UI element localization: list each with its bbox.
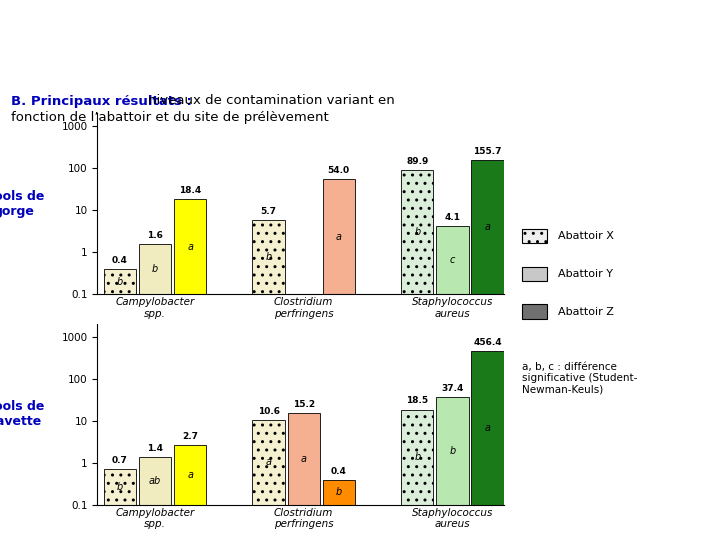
Text: fonction de l’abattoir et du site de prélèvement: fonction de l’abattoir et du site de pré… (11, 111, 328, 124)
Bar (436, 226, 469, 540)
Text: 1.6: 1.6 (147, 231, 163, 240)
Text: a: a (485, 222, 490, 232)
Text: 15.2: 15.2 (292, 400, 315, 409)
Text: b: b (152, 264, 158, 274)
Text: a, b, c : différence
significative (Student-
Newman-Keuls): a, b, c : différence significative (Stud… (522, 362, 637, 395)
Text: a: a (301, 454, 307, 464)
Bar (104, 269, 136, 540)
Text: 5.7: 5.7 (261, 207, 276, 217)
Text: b: b (414, 227, 420, 237)
Text: 456.4: 456.4 (473, 338, 502, 347)
Text: b: b (414, 452, 420, 462)
Text: b: b (336, 487, 342, 497)
Bar (472, 160, 503, 540)
Bar (401, 409, 433, 540)
Text: b: b (117, 276, 123, 287)
Bar (174, 199, 206, 540)
Text: a: a (187, 470, 193, 480)
Bar (253, 220, 284, 540)
Bar (472, 351, 503, 540)
Bar (253, 420, 284, 540)
Bar (287, 413, 320, 540)
Text: 10.6: 10.6 (258, 407, 279, 416)
Text: 0.7: 0.7 (112, 456, 128, 465)
Text: a: a (485, 423, 490, 433)
Text: 0.4: 0.4 (331, 467, 347, 476)
Text: 18.4: 18.4 (179, 186, 202, 195)
Text: b: b (449, 446, 456, 456)
Text: c: c (450, 255, 455, 265)
Bar (139, 457, 171, 540)
Text: niveaux de contamination variant en: niveaux de contamination variant en (148, 94, 395, 107)
Text: a: a (187, 242, 193, 252)
Text: 18.5: 18.5 (406, 396, 428, 406)
Text: 2.7: 2.7 (182, 431, 198, 441)
Text: b: b (117, 482, 123, 492)
Bar (401, 170, 433, 540)
Text: Pools de
gorge: Pools de gorge (0, 190, 44, 218)
Text: 1.4: 1.4 (147, 444, 163, 453)
Text: Abattoir Y: Abattoir Y (558, 269, 613, 279)
Text: 89.9: 89.9 (406, 157, 428, 166)
Text: B. Principaux résultats :: B. Principaux résultats : (11, 94, 192, 107)
Text: a: a (266, 457, 271, 467)
Text: 54.0: 54.0 (328, 166, 350, 176)
Text: Pools de
bavette: Pools de bavette (0, 401, 44, 428)
Text: ab: ab (149, 476, 161, 486)
Text: a: a (336, 232, 342, 242)
Bar (323, 480, 355, 540)
Text: Abattoir Z: Abattoir Z (558, 307, 614, 316)
Bar (174, 445, 206, 540)
Text: b: b (266, 252, 271, 262)
Text: 4.1: 4.1 (444, 213, 460, 222)
Bar (436, 397, 469, 540)
Bar (104, 469, 136, 540)
Text: Abattoir X: Abattoir X (558, 231, 614, 241)
Text: Corrélations entre statuts de contamination des lots en
élevage, à l’abattoir et: Corrélations entre statuts de contaminat… (129, 18, 591, 52)
Text: 0.4: 0.4 (112, 256, 128, 265)
Bar (323, 179, 355, 540)
Bar (139, 244, 171, 540)
Text: 37.4: 37.4 (441, 383, 464, 393)
Text: 155.7: 155.7 (473, 147, 502, 156)
